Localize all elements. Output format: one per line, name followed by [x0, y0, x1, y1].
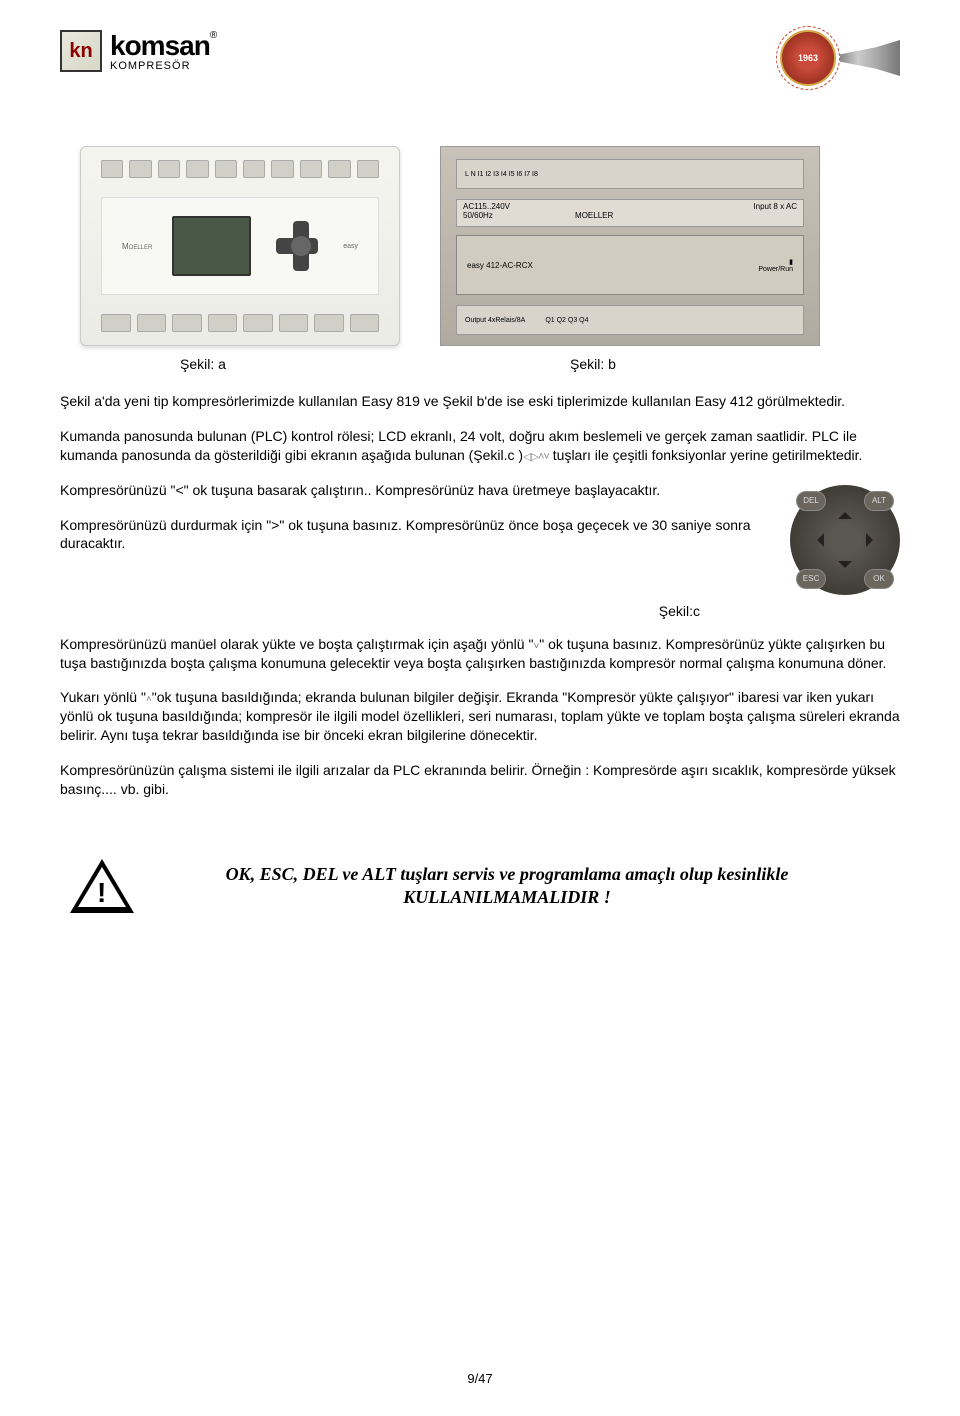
- device-bottom-terminals: [101, 311, 379, 335]
- device-dpad: [271, 216, 323, 276]
- warning-triangle-icon: !: [70, 859, 134, 913]
- photo-spec-label: AC115..240V Input 8 x AC 50/60Hz MOELLER: [456, 199, 804, 227]
- photo-voltage: AC115..240V: [463, 202, 510, 211]
- photo-output: Output 4xRelais/8A: [465, 317, 525, 324]
- figures-row: MOELLER easy L N I1 I2 I3 I4 I5 I6 I7 I8…: [60, 146, 900, 346]
- body-content: Şekil a'da yeni tip kompresörlerimizde k…: [60, 392, 900, 799]
- warning-line-2: KULLANILMAMALIDIR !: [403, 887, 611, 907]
- keypad-esc-button: ESC: [796, 569, 826, 589]
- photo-freq: 50/60Hz: [463, 211, 493, 220]
- caption-c: Şekil:c: [60, 603, 900, 619]
- warning-text: OK, ESC, DEL ve ALT tuşları servis ve pr…: [174, 863, 900, 910]
- paragraph-2b: tuşları ile çeşitli fonksiyonlar yerine …: [549, 447, 863, 463]
- arrow-icons-inline: ◁▷˄˅: [523, 451, 549, 463]
- paragraph-7: Kompresörünüzün çalışma sistemi ile ilgi…: [60, 761, 900, 799]
- paragraph-5a: Kompresörünüzü manüel olarak yükte ve bo…: [60, 636, 533, 652]
- logo-mark: kn: [60, 30, 102, 72]
- page-header: kn komsan® KOMPRESÖR 1963: [60, 30, 900, 86]
- photo-top-terminals: L N I1 I2 I3 I4 I5 I6 I7 I8: [456, 159, 804, 189]
- device-top-terminals: [101, 157, 379, 181]
- paragraph-5: Kompresörünüzü manüel olarak yükte ve bo…: [60, 635, 900, 673]
- logo-subtitle: KOMPRESÖR: [110, 60, 217, 72]
- paragraph-3: Kompresörünüzü "<" ok tuşuna basarak çal…: [60, 481, 900, 500]
- keypad-alt-button: ALT: [864, 491, 894, 511]
- keypad-down-icon: [838, 561, 852, 575]
- figure-a-device: MOELLER easy: [80, 146, 400, 346]
- warning-line-1: OK, ESC, DEL ve ALT tuşları servis ve pr…: [226, 864, 789, 884]
- paragraph-6: Yukarı yönlü "˄"ok tuşuna basıldığında; …: [60, 688, 900, 745]
- keypad-ok-button: OK: [864, 569, 894, 589]
- photo-power-label: Power/Run: [758, 266, 793, 273]
- device-face: MOELLER easy: [101, 197, 379, 295]
- warning-block: ! OK, ESC, DEL ve ALT tuşları servis ve …: [60, 859, 900, 913]
- logo-registered: ®: [210, 30, 217, 41]
- photo-input: Input 8 x AC: [753, 202, 797, 211]
- screw-icon: [840, 40, 900, 76]
- caption-a: Şekil: a: [180, 356, 400, 372]
- photo-q-labels: Q1 Q2 Q3 Q4: [545, 317, 588, 324]
- paragraph-2: Kumanda panosunda bulunan (PLC) kontrol …: [60, 427, 900, 465]
- figure-b-photo: L N I1 I2 I3 I4 I5 I6 I7 I8 AC115..240V …: [440, 146, 820, 346]
- logo: kn komsan® KOMPRESÖR: [60, 30, 217, 72]
- paragraph-4: Kompresörünüzü durdurmak için ">" ok tuş…: [60, 516, 900, 554]
- keypad-left-icon: [810, 533, 824, 547]
- paragraph-6b: "ok tuşuna basıldığında; ekranda bulunan…: [60, 689, 900, 743]
- paragraph-1: Şekil a'da yeni tip kompresörlerimizde k…: [60, 392, 900, 411]
- logo-text: komsan® KOMPRESÖR: [110, 30, 217, 72]
- logo-brand: komsan: [110, 30, 210, 61]
- photo-body: easy 412-AC-RCX ▮Power/Run: [456, 235, 804, 295]
- year-seal-icon: 1963: [780, 30, 836, 86]
- device-lcd: [172, 216, 251, 276]
- keypad-right-icon: [866, 533, 880, 547]
- paragraph-6a: Yukarı yönlü ": [60, 689, 146, 705]
- photo-brand: MOELLER: [575, 211, 613, 220]
- photo-bottom-strip: Output 4xRelais/8A Q1 Q2 Q3 Q4: [456, 305, 804, 335]
- page-number: 9/47: [0, 1371, 960, 1386]
- photo-terminal-labels: L N I1 I2 I3 I4 I5 I6 I7 I8: [465, 171, 538, 178]
- keypad-del-button: DEL: [796, 491, 826, 511]
- keypad-figure: DEL ALT ESC OK: [790, 485, 900, 595]
- keypad-up-icon: [838, 505, 852, 519]
- caption-b: Şekil: b: [570, 356, 616, 372]
- figure-captions: Şekil: a Şekil: b: [60, 356, 900, 372]
- photo-model: easy 412-AC-RCX: [467, 261, 533, 270]
- header-badge: 1963: [780, 30, 900, 86]
